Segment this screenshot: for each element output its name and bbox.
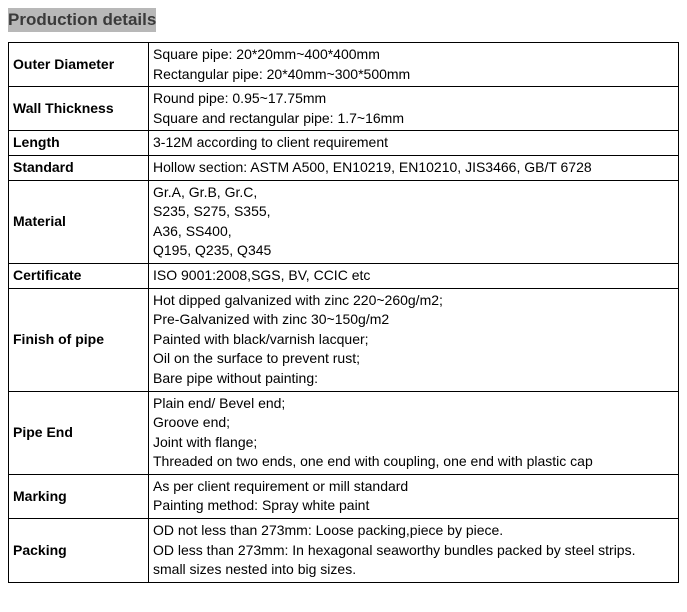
row-value: Square pipe: 20*20mm~400*400mmRectangula…: [149, 43, 679, 87]
value-line: Plain end/ Bevel end;: [153, 394, 674, 414]
row-label: Wall Thickness: [9, 87, 149, 131]
table-row: CertificateISO 9001:2008,SGS, BV, CCIC e…: [9, 263, 679, 288]
table-body: Outer DiameterSquare pipe: 20*20mm~400*4…: [9, 43, 679, 583]
value-line: small sizes nested into big sizes.: [153, 560, 674, 580]
value-line: Hot dipped galvanized with zinc 220~260g…: [153, 291, 674, 311]
row-label: Pipe End: [9, 391, 149, 474]
value-line: S235, S275, S355,: [153, 202, 674, 222]
table-row: Outer DiameterSquare pipe: 20*20mm~400*4…: [9, 43, 679, 87]
row-value: Plain end/ Bevel end;Groove end;Joint wi…: [149, 391, 679, 474]
value-line: Square pipe: 20*20mm~400*400mm: [153, 45, 674, 65]
table-row: MaterialGr.A, Gr.B, Gr.C,S235, S275, S35…: [9, 180, 679, 263]
row-value: Hollow section: ASTM A500, EN10219, EN10…: [149, 155, 679, 180]
row-label: Certificate: [9, 263, 149, 288]
value-line: Round pipe: 0.95~17.75mm: [153, 89, 674, 109]
value-line: 3-12M according to client requirement: [153, 133, 674, 153]
value-line: A36, SS400,: [153, 222, 674, 242]
row-value: Round pipe: 0.95~17.75mmSquare and recta…: [149, 87, 679, 131]
row-label: Standard: [9, 155, 149, 180]
row-label: Outer Diameter: [9, 43, 149, 87]
table-row: StandardHollow section: ASTM A500, EN102…: [9, 155, 679, 180]
value-line: Rectangular pipe: 20*40mm~300*500mm: [153, 65, 674, 85]
table-row: Length3-12M according to client requirem…: [9, 131, 679, 156]
row-value: OD not less than 273mm: Loose packing,pi…: [149, 519, 679, 583]
table-row: MarkingAs per client requirement or mill…: [9, 474, 679, 518]
value-line: ISO 9001:2008,SGS, BV, CCIC etc: [153, 266, 674, 286]
value-line: Square and rectangular pipe: 1.7~16mm: [153, 109, 674, 129]
value-line: Threaded on two ends, one end with coupl…: [153, 452, 674, 472]
table-row: Finish of pipeHot dipped galvanized with…: [9, 288, 679, 391]
row-value: ISO 9001:2008,SGS, BV, CCIC etc: [149, 263, 679, 288]
row-label: Material: [9, 180, 149, 263]
row-label: Packing: [9, 519, 149, 583]
table-row: PackingOD not less than 273mm: Loose pac…: [9, 519, 679, 583]
value-line: OD not less than 273mm: Loose packing,pi…: [153, 521, 674, 541]
value-line: Joint with flange;: [153, 433, 674, 453]
table-row: Pipe EndPlain end/ Bevel end;Groove end;…: [9, 391, 679, 474]
value-line: Q195, Q235, Q345: [153, 241, 674, 261]
value-line: Oil on the surface to prevent rust;: [153, 349, 674, 369]
value-line: OD less than 273mm: In hexagonal seawort…: [153, 541, 674, 561]
value-line: Painting method: Spray white paint: [153, 496, 674, 516]
production-details-table: Outer DiameterSquare pipe: 20*20mm~400*4…: [8, 42, 679, 583]
value-line: Painted with black/varnish lacquer;: [153, 330, 674, 350]
row-value: 3-12M according to client requirement: [149, 131, 679, 156]
row-label: Length: [9, 131, 149, 156]
value-line: Pre-Galvanized with zinc 30~150g/m2: [153, 310, 674, 330]
value-line: Gr.A, Gr.B, Gr.C,: [153, 183, 674, 203]
row-value: Hot dipped galvanized with zinc 220~260g…: [149, 288, 679, 391]
value-line: As per client requirement or mill standa…: [153, 477, 674, 497]
value-line: Bare pipe without painting:: [153, 369, 674, 389]
value-line: Hollow section: ASTM A500, EN10219, EN10…: [153, 158, 674, 178]
table-row: Wall ThicknessRound pipe: 0.95~17.75mmSq…: [9, 87, 679, 131]
row-label: Finish of pipe: [9, 288, 149, 391]
value-line: Groove end;: [153, 413, 674, 433]
row-label: Marking: [9, 474, 149, 518]
row-value: Gr.A, Gr.B, Gr.C,S235, S275, S355,A36, S…: [149, 180, 679, 263]
row-value: As per client requirement or mill standa…: [149, 474, 679, 518]
page-title: Production details: [8, 8, 156, 32]
